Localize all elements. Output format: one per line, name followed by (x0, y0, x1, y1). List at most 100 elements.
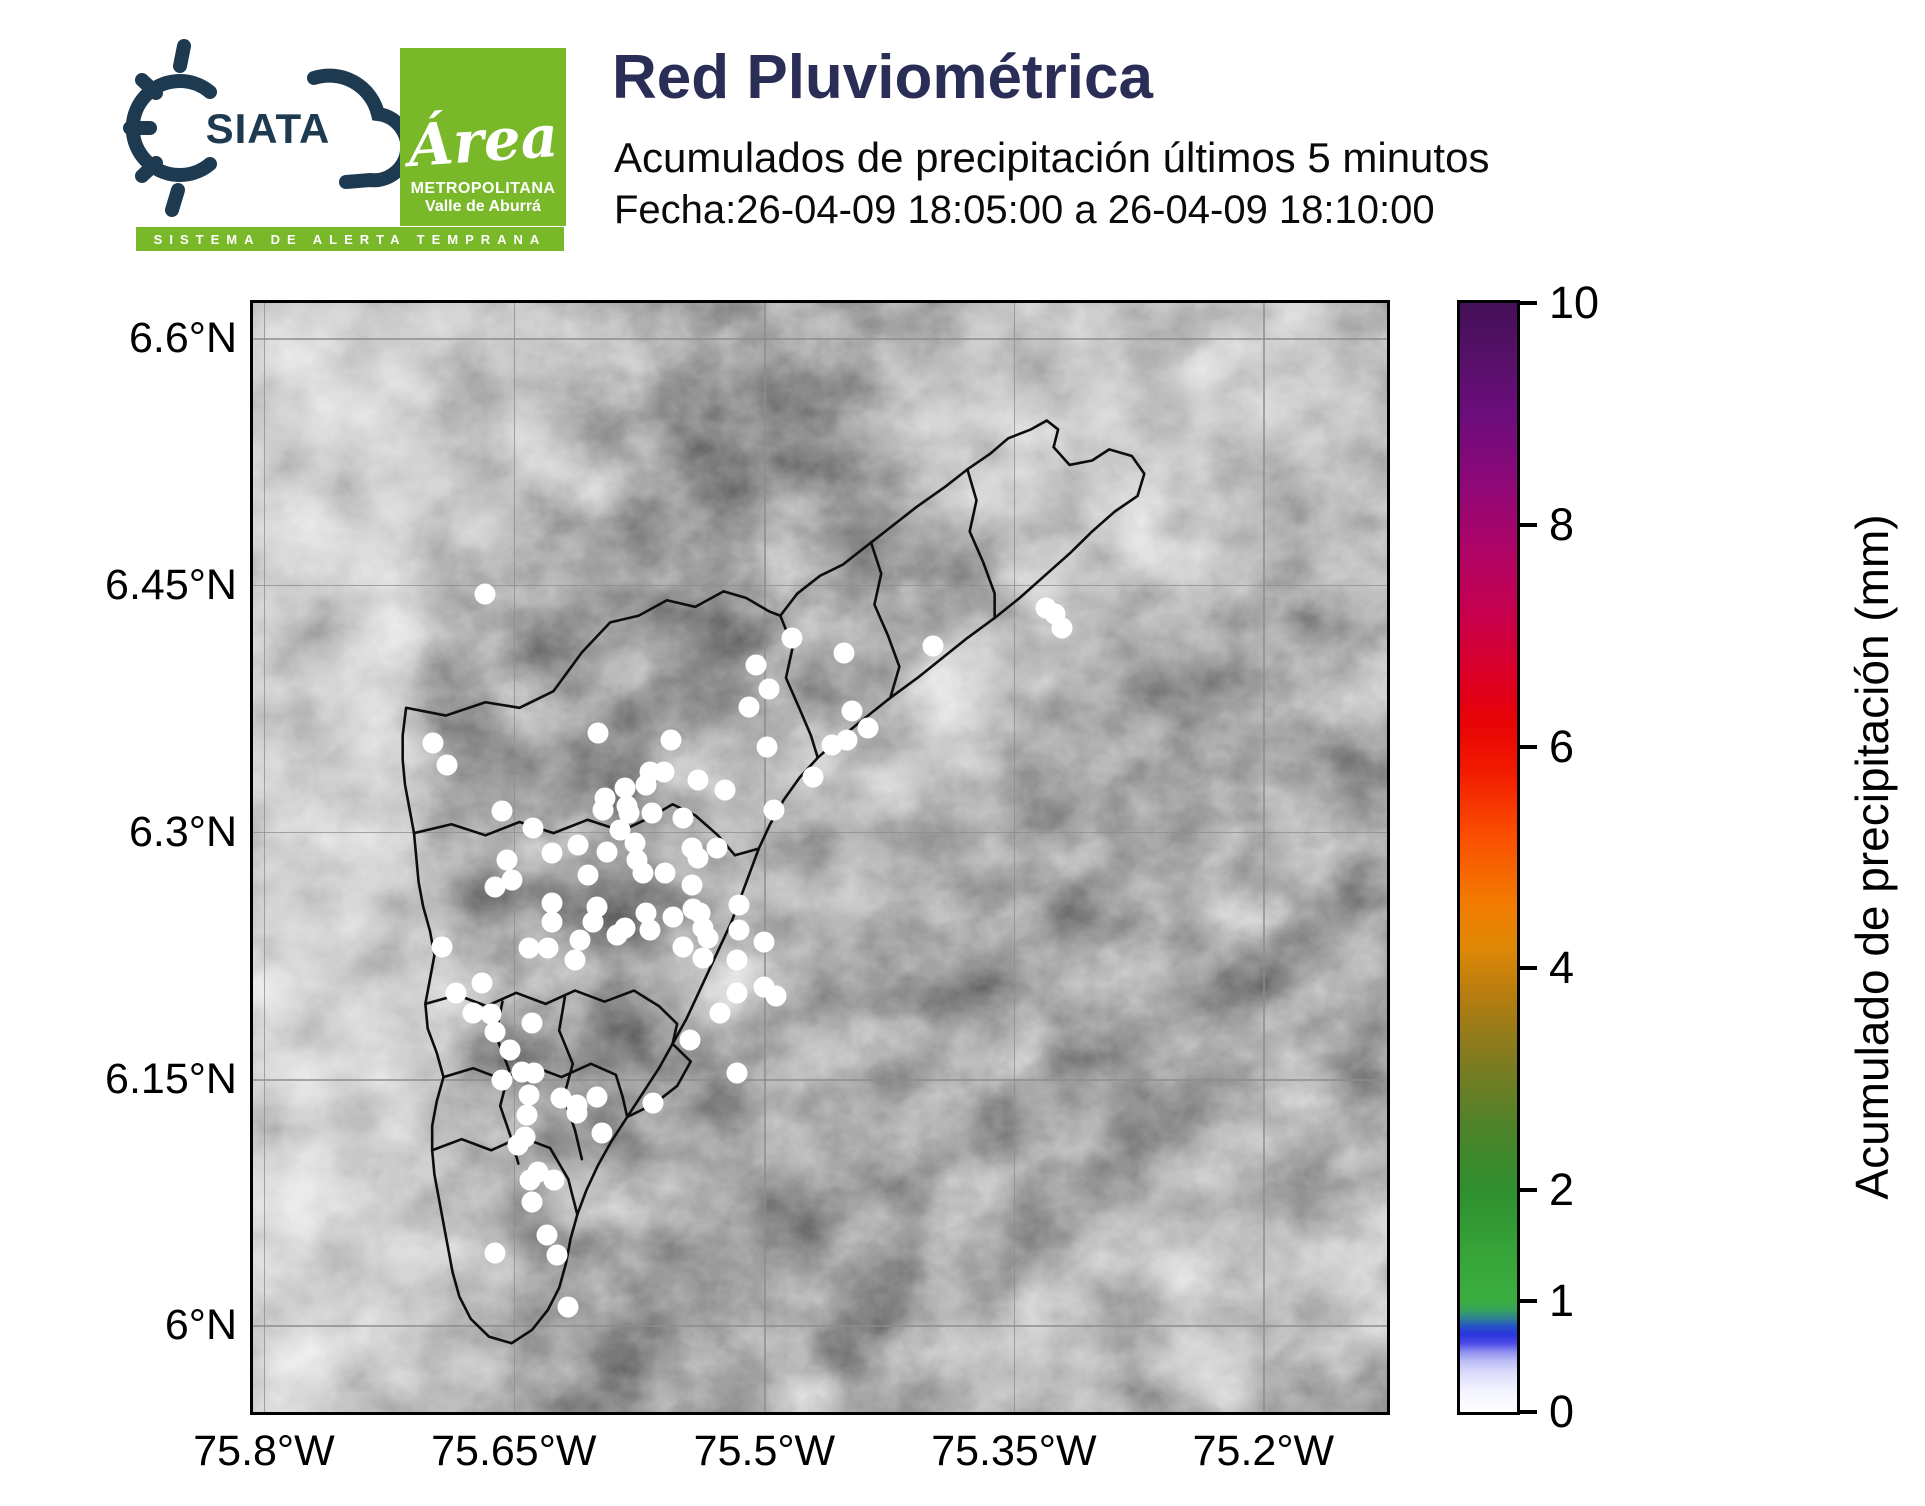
terrain-image (253, 303, 1387, 1412)
station-dot (681, 874, 703, 896)
station-dot (484, 876, 506, 898)
colorbar-tick (1520, 522, 1537, 527)
station-dot (745, 654, 767, 676)
station-dot (422, 732, 444, 754)
station-dot (654, 862, 676, 884)
station-dot (543, 1169, 564, 1191)
station-dot (614, 917, 636, 939)
station-dot (922, 635, 944, 657)
colorbar-tick (1520, 301, 1537, 305)
station-dot (802, 766, 824, 788)
siata-logo: SIATA (123, 39, 415, 217)
station-dot (567, 834, 589, 856)
station-dot (596, 841, 618, 863)
station-dot (496, 849, 518, 871)
boundary-path (967, 469, 994, 618)
station-dot (641, 802, 663, 824)
grid-line-horizontal (253, 584, 1387, 587)
station-dot (642, 1092, 664, 1114)
station-dot (726, 949, 748, 971)
amva-line2: Valle de Aburrá (425, 198, 541, 215)
station-dot (592, 799, 614, 821)
grid-line-vertical (764, 303, 766, 1412)
station-dot (501, 869, 523, 891)
x-axis-tick-label: 75.35°W (931, 1427, 1097, 1475)
station-dot (687, 769, 709, 791)
station-dot (516, 1104, 538, 1126)
station-dot (765, 985, 787, 1007)
station-dot (833, 642, 855, 664)
colorbar-tick (1520, 1299, 1537, 1304)
colorbar (1457, 300, 1520, 1415)
station-dot (753, 931, 775, 953)
station-dot (462, 1002, 484, 1024)
grid-line-vertical (1013, 303, 1016, 1412)
station-dot (639, 919, 661, 941)
station-dot (662, 906, 684, 928)
station-dot (564, 949, 586, 971)
station-dot (706, 837, 728, 859)
station-dot (632, 862, 654, 884)
station-dot (445, 982, 467, 1004)
station-dot (521, 1191, 543, 1213)
station-dot (491, 800, 513, 822)
grid-line-horizontal (253, 1079, 1387, 1081)
station-dot (480, 1003, 502, 1025)
station-dot (491, 1069, 513, 1091)
colorbar-tick-label: 4 (1549, 942, 1575, 994)
colorbar-tick-label: 10 (1549, 277, 1600, 328)
boundary-path (871, 543, 899, 698)
grid-line-horizontal (253, 831, 1387, 834)
station-layer (253, 303, 1387, 1412)
station-dot (728, 894, 750, 916)
station-dot (591, 1122, 613, 1144)
station-dot (781, 627, 803, 649)
station-dot (692, 947, 714, 969)
station-dot (635, 774, 657, 796)
colorbar-tick-label: 8 (1549, 498, 1575, 550)
station-dot (569, 929, 591, 951)
station-dot (536, 1224, 558, 1246)
colorbar-tick-label: 2 (1549, 1164, 1575, 1216)
station-dot (672, 936, 694, 958)
colorbar-tick-label: 1 (1549, 1275, 1575, 1327)
station-dot (587, 722, 609, 744)
station-dot (679, 1029, 701, 1051)
station-dot (541, 892, 563, 914)
station-dot (484, 1021, 506, 1043)
station-dot (821, 734, 843, 756)
colorbar-tick-label: 0 (1549, 1386, 1575, 1437)
station-dot (484, 1242, 506, 1264)
station-dot (653, 761, 674, 783)
station-dot (582, 911, 604, 933)
station-dot (546, 1244, 568, 1266)
station-dot (541, 911, 563, 933)
station-dot (714, 779, 736, 801)
station-dot (507, 1134, 529, 1156)
station-dot (471, 972, 493, 994)
station-dot (518, 1084, 540, 1106)
station-dot (577, 864, 599, 886)
station-dot (738, 696, 760, 718)
map-panel (250, 300, 1390, 1415)
station-dot (697, 927, 719, 949)
siata-logo-text: SIATA (206, 105, 331, 152)
colorbar-tick (1520, 744, 1537, 749)
station-dot (660, 729, 682, 751)
station-dot (541, 842, 563, 864)
page-subtitle: Acumulados de precipitación últimos 5 mi… (614, 134, 1490, 181)
grid-line-vertical (1263, 303, 1265, 1412)
station-dot (728, 919, 750, 941)
station-dot (709, 1002, 731, 1024)
y-axis-tick-label: 6.45°N (105, 560, 237, 609)
cloud-sun-icon (123, 39, 415, 217)
station-dot (550, 1087, 572, 1109)
grid-line-horizontal (253, 338, 1387, 340)
x-axis-tick-label: 75.65°W (431, 1427, 597, 1475)
station-dot (511, 1061, 533, 1083)
station-dot (537, 937, 559, 959)
station-dot (857, 717, 879, 739)
colorbar-tick (1520, 966, 1537, 971)
x-axis-tick-label: 75.2°W (1192, 1427, 1335, 1475)
